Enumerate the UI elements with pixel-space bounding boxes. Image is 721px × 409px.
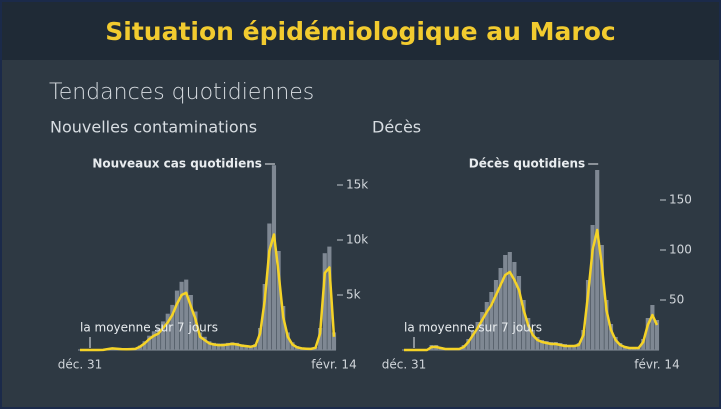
bar bbox=[512, 262, 517, 350]
bar bbox=[585, 280, 591, 350]
bar bbox=[151, 331, 156, 350]
bar bbox=[590, 225, 595, 350]
bar bbox=[595, 170, 600, 350]
bar bbox=[147, 335, 152, 350]
y-tick-label: 5k bbox=[346, 288, 361, 302]
bar bbox=[225, 342, 230, 350]
bar bbox=[549, 342, 554, 350]
bar bbox=[535, 337, 540, 350]
bar bbox=[156, 328, 161, 350]
bar bbox=[234, 342, 240, 350]
y-tick-label: 100 bbox=[669, 243, 692, 257]
bar bbox=[281, 306, 286, 350]
bar bbox=[539, 340, 545, 350]
banner: Situation épidémiologique au Maroc bbox=[2, 2, 719, 60]
bar bbox=[253, 343, 258, 350]
y-tick-label: 10k bbox=[346, 233, 368, 247]
bar bbox=[480, 312, 485, 350]
bar bbox=[521, 300, 526, 350]
bar bbox=[576, 343, 581, 350]
bar bbox=[507, 252, 512, 350]
bar bbox=[202, 336, 207, 350]
bar bbox=[558, 343, 563, 350]
chart-title: Décès bbox=[372, 118, 421, 137]
bar bbox=[493, 280, 499, 350]
bar bbox=[207, 341, 212, 350]
bar bbox=[221, 343, 226, 350]
bar bbox=[230, 342, 235, 350]
bar bbox=[318, 328, 323, 350]
bar bbox=[322, 253, 327, 350]
bar bbox=[197, 332, 203, 350]
subtitle: Tendances quotidiennes bbox=[49, 80, 315, 105]
bar bbox=[179, 281, 184, 350]
bar bbox=[327, 246, 332, 350]
bar bbox=[604, 300, 609, 350]
bar bbox=[258, 328, 263, 350]
bar bbox=[618, 343, 623, 350]
bar bbox=[641, 339, 646, 350]
bar bbox=[285, 332, 290, 350]
bar bbox=[165, 313, 170, 350]
bar bbox=[193, 311, 198, 350]
bar bbox=[271, 165, 277, 350]
bar-annotation: Nouveaux cas quotidiens bbox=[92, 157, 262, 171]
bar bbox=[645, 318, 650, 350]
bar bbox=[466, 339, 471, 350]
bar bbox=[267, 223, 272, 350]
bar bbox=[170, 304, 175, 350]
bar bbox=[211, 342, 217, 350]
bar bbox=[216, 343, 221, 350]
bar bbox=[572, 345, 577, 350]
bar bbox=[484, 302, 489, 350]
y-tick-label: 50 bbox=[669, 293, 684, 307]
bar bbox=[290, 342, 295, 350]
bar bbox=[331, 332, 337, 350]
bar bbox=[276, 251, 281, 350]
bar bbox=[613, 337, 618, 350]
x-tick-label: févr. 14 bbox=[311, 358, 356, 372]
average-line bbox=[80, 233, 336, 352]
bar bbox=[530, 330, 535, 350]
bar bbox=[470, 331, 476, 350]
bar bbox=[498, 268, 503, 350]
bar bbox=[239, 344, 244, 350]
bar bbox=[188, 295, 193, 350]
y-tick-label: 15k bbox=[346, 178, 368, 192]
bar bbox=[608, 324, 614, 350]
line-annotation: la moyenne sur 7 jours bbox=[80, 321, 218, 335]
bar bbox=[581, 330, 586, 350]
y-tick-label: 150 bbox=[669, 193, 692, 207]
bar bbox=[526, 318, 531, 350]
bar bbox=[650, 305, 655, 350]
bar-annotation: Décès quotidiens bbox=[469, 157, 585, 171]
bar bbox=[475, 322, 480, 350]
page-title: Situation épidémiologique au Maroc bbox=[105, 16, 616, 46]
bar bbox=[161, 321, 166, 350]
line-annotation: la moyenne sur 7 jours bbox=[404, 321, 542, 335]
x-tick-label: déc. 31 bbox=[58, 358, 103, 372]
bar bbox=[184, 279, 189, 350]
bar bbox=[553, 342, 558, 350]
bar bbox=[599, 245, 604, 350]
bar bbox=[244, 345, 249, 350]
bar bbox=[262, 284, 267, 350]
bar bbox=[544, 341, 549, 350]
x-tick-label: déc. 31 bbox=[382, 358, 427, 372]
x-tick-label: févr. 14 bbox=[634, 358, 679, 372]
bar bbox=[516, 276, 522, 350]
bar bbox=[567, 345, 572, 350]
bar bbox=[503, 255, 508, 350]
bar bbox=[174, 290, 180, 350]
bar bbox=[142, 341, 147, 350]
chart-title: Nouvelles contaminations bbox=[50, 118, 257, 137]
average-line bbox=[404, 228, 659, 352]
bar bbox=[489, 292, 494, 350]
bar bbox=[654, 320, 660, 350]
